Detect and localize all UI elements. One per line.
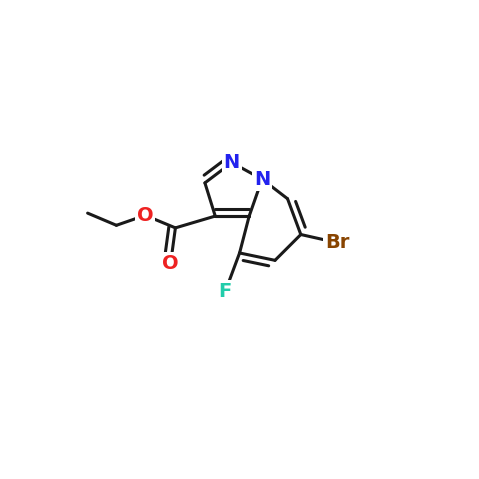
Text: O: O	[137, 206, 153, 225]
Text: Br: Br	[325, 233, 349, 252]
Text: F: F	[218, 282, 232, 301]
Text: N: N	[224, 153, 240, 172]
Text: N: N	[254, 170, 270, 189]
Text: O: O	[162, 254, 179, 273]
